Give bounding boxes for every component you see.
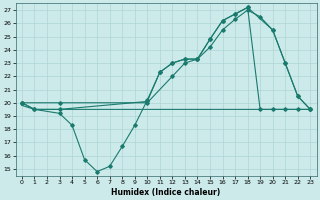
X-axis label: Humidex (Indice chaleur): Humidex (Indice chaleur) bbox=[111, 188, 221, 197]
